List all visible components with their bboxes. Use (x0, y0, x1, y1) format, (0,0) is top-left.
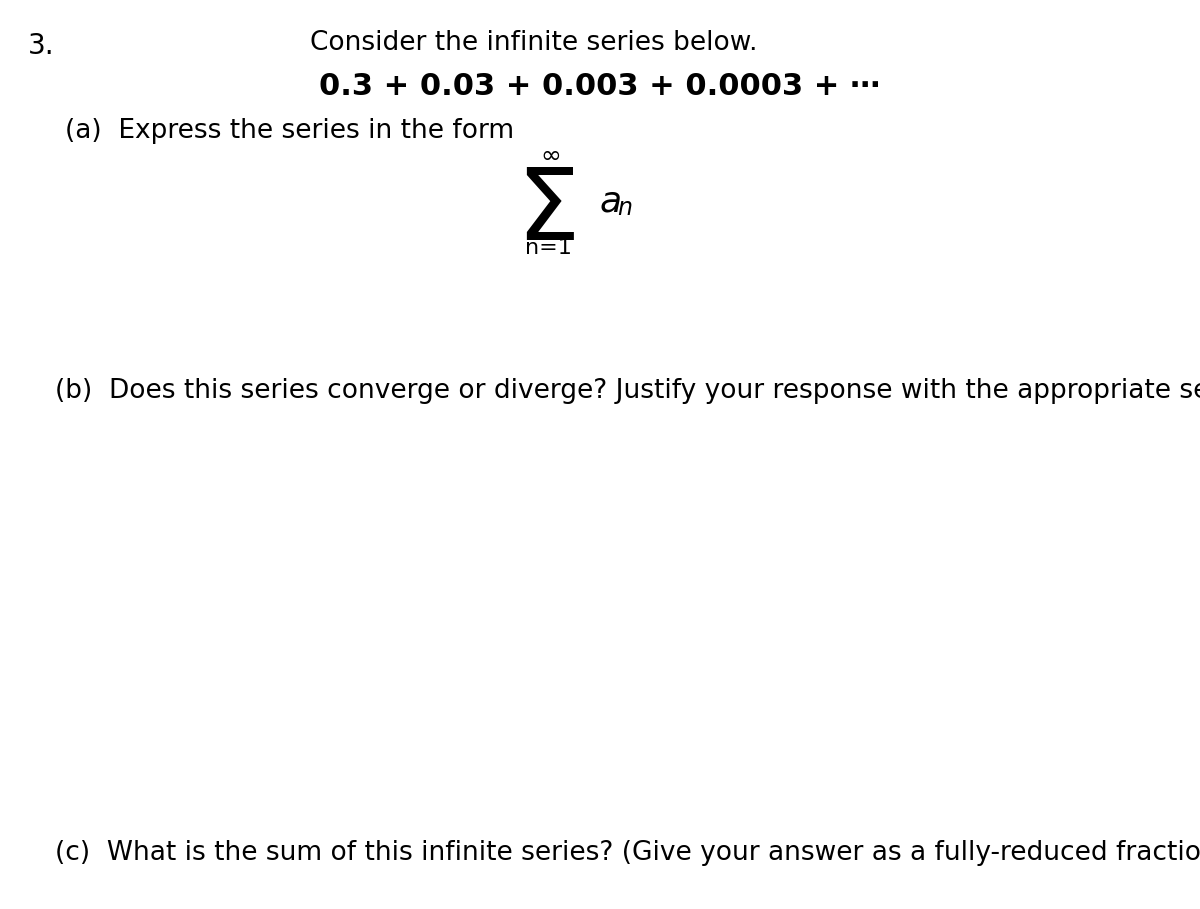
Text: (b)  Does this series converge or diverge? Justify your response with the approp: (b) Does this series converge or diverge… (55, 378, 1200, 404)
Text: Σ: Σ (516, 164, 580, 261)
Text: ∞: ∞ (540, 144, 562, 168)
Text: (a)  Express the series in the form: (a) Express the series in the form (65, 118, 514, 144)
Text: n=1: n=1 (524, 238, 571, 258)
Text: (c)  What is the sum of this infinite series? (Give your answer as a fully-reduc: (c) What is the sum of this infinite ser… (55, 840, 1200, 866)
Text: Consider the infinite series below.: Consider the infinite series below. (310, 30, 757, 56)
Text: 0.3 + 0.03 + 0.003 + 0.0003 + ⋯: 0.3 + 0.03 + 0.003 + 0.0003 + ⋯ (319, 72, 881, 101)
Text: 3.: 3. (28, 32, 55, 60)
Text: n: n (617, 196, 632, 220)
Text: a: a (600, 184, 622, 218)
